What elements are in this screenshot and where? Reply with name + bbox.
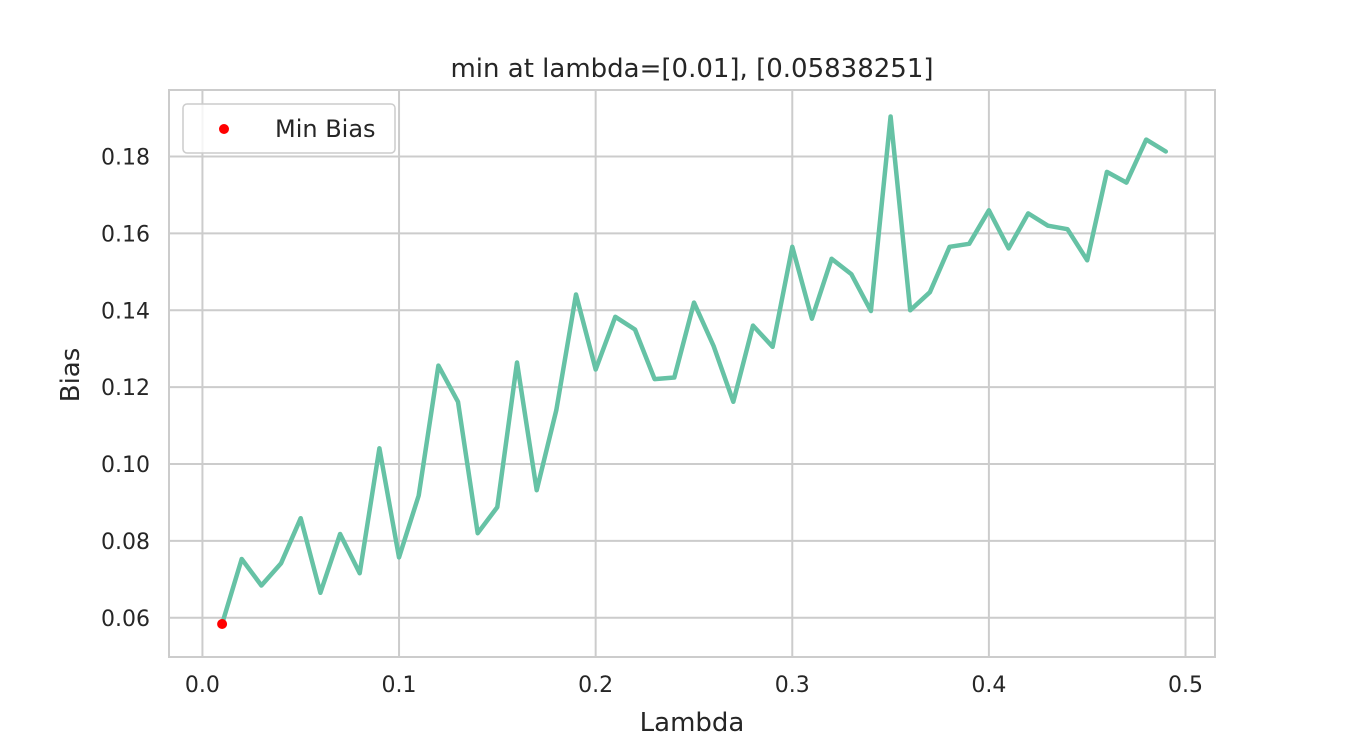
x-tick-label: 0.2 [578,673,613,698]
x-axis-label: Lambda [640,708,745,738]
y-tick-label: 0.06 [101,607,150,632]
plot-series [217,114,1169,630]
legend: Min Bias [182,103,396,154]
y-tick-label: 0.14 [101,299,150,324]
grid [169,90,1215,657]
y-tick-label: 0.10 [101,453,150,478]
bias-series-line [219,114,1169,627]
x-tick-labels: 0.0 0.1 0.2 0.3 0.4 0.5 [185,673,1203,698]
y-tick-label: 0.08 [101,530,150,555]
min-bias-point [217,619,228,630]
y-tick-label: 0.18 [101,146,150,171]
x-tick-label: 0.0 [185,673,220,698]
y-tick-label: 0.12 [101,376,150,401]
y-tick-label: 0.16 [101,222,150,247]
chart-title: min at lambda=[0.01], [0.05838251] [450,54,933,84]
legend-marker-min-bias [219,124,229,134]
plot-frame [168,89,1216,658]
x-tick-label: 0.5 [1168,673,1203,698]
y-axis-label: Bias [56,348,86,403]
x-tick-label: 0.4 [971,673,1006,698]
y-tick-labels: 0.06 0.08 0.10 0.12 0.14 0.16 0.18 [101,146,150,632]
legend-box [182,103,396,154]
legend-label-min-bias: Min Bias [275,115,376,143]
x-tick-label: 0.1 [382,673,417,698]
x-tick-label: 0.3 [775,673,810,698]
